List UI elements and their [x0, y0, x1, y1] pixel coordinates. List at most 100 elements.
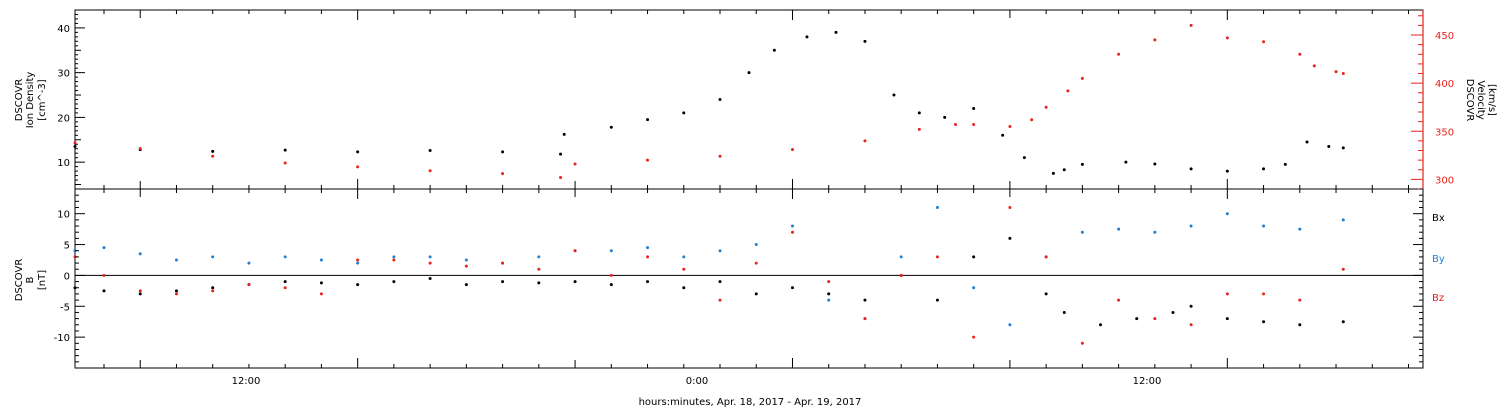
data-point [863, 298, 867, 302]
data-point [827, 280, 831, 284]
velocity-axis-label-line-2: Velocity [1475, 80, 1486, 119]
data-point [428, 255, 432, 259]
data-point [356, 165, 360, 169]
data-point [73, 144, 77, 148]
data-point [1341, 146, 1345, 150]
data-point [1262, 224, 1266, 228]
data-point [1153, 38, 1157, 42]
data-point [1124, 160, 1128, 164]
data-point [501, 150, 505, 154]
data-point [943, 115, 947, 119]
data-point [754, 292, 758, 296]
data-point [356, 150, 360, 154]
density-tick-label: 40 [57, 24, 70, 35]
data-point [1189, 23, 1193, 27]
data-point [718, 249, 722, 253]
data-point [1305, 140, 1309, 144]
data-point [211, 255, 215, 259]
data-point [464, 264, 468, 268]
data-point [1189, 224, 1193, 228]
data-point [1225, 169, 1229, 173]
data-point [1066, 89, 1070, 93]
data-point [1262, 167, 1266, 171]
data-point [138, 289, 142, 293]
legend-bz: Bz [1432, 293, 1444, 304]
data-point [682, 255, 686, 259]
velocity-tick-label: 400 [1435, 79, 1454, 90]
data-point [501, 172, 505, 176]
data-point [319, 292, 323, 296]
data-point [1044, 292, 1048, 296]
data-point [562, 132, 566, 136]
legend-bx: Bx [1432, 213, 1445, 224]
data-point [1008, 124, 1012, 128]
data-point [790, 148, 794, 152]
field-tick-label: -5 [60, 302, 70, 313]
data-point [1327, 144, 1331, 148]
data-point [102, 273, 106, 277]
top-panel [74, 9, 1424, 190]
data-point [1080, 76, 1084, 80]
data-point [573, 162, 577, 166]
data-point [428, 149, 432, 153]
data-point [174, 258, 178, 262]
bz-series [73, 206, 1345, 345]
data-point [537, 281, 541, 285]
data-point [573, 280, 577, 284]
data-point [646, 246, 650, 250]
data-point [754, 261, 758, 265]
data-point [646, 280, 650, 284]
data-point [1262, 292, 1266, 296]
data-point [1008, 323, 1012, 327]
data-point [1008, 206, 1012, 210]
data-point [972, 286, 976, 290]
data-point [1298, 323, 1302, 327]
data-point [174, 292, 178, 296]
data-point [1225, 212, 1229, 216]
data-point [609, 273, 613, 277]
x-tick-label-1: 12:00 [232, 376, 261, 387]
data-point [1298, 227, 1302, 231]
data-point [827, 292, 831, 296]
data-point [935, 206, 939, 210]
data-point [1080, 162, 1084, 166]
field-axis-label: DSCOVR B [nT] [14, 259, 48, 302]
data-point [537, 267, 541, 271]
data-point [1341, 218, 1345, 222]
data-point [1080, 230, 1084, 234]
data-point [392, 280, 396, 284]
field-tick-label: 5 [64, 241, 70, 252]
velocity-axis-label: DSCOVR Velocity [km/s] [1464, 79, 1497, 122]
data-point [682, 111, 686, 115]
data-point [646, 118, 650, 122]
density-tick-label: 30 [57, 69, 70, 80]
data-point [428, 277, 432, 280]
data-point [138, 147, 142, 151]
data-point [892, 93, 896, 97]
density-tick-label: 20 [57, 113, 70, 124]
velocity-tick-label: 450 [1435, 31, 1454, 42]
data-point [1044, 105, 1048, 109]
data-point [428, 261, 432, 265]
data-point [1341, 267, 1345, 271]
data-point [754, 243, 758, 247]
data-point [1117, 298, 1121, 302]
data-point [747, 71, 751, 75]
data-point [1334, 70, 1338, 74]
data-point [392, 255, 396, 259]
data-point [1153, 317, 1157, 321]
bottom-panel-frame [74, 188, 1424, 369]
data-point [790, 286, 794, 290]
density-axis-label-line-2: Ion Density [25, 72, 36, 129]
data-point [501, 261, 505, 265]
density-axis-label-line-3: [cm^-3] [37, 79, 48, 120]
data-point [1051, 171, 1055, 175]
data-point [899, 273, 903, 277]
axis-ticks: 10 20 30 40 300 350 400 450 -10 -5 0 5 10 [54, 9, 1454, 369]
data-point [1001, 133, 1005, 137]
data-point [247, 261, 251, 265]
data-point [283, 161, 287, 165]
data-point [102, 289, 106, 293]
density-axis-label: DSCOVR Ion Density [cm^-3] [14, 72, 48, 129]
data-point [211, 289, 215, 293]
